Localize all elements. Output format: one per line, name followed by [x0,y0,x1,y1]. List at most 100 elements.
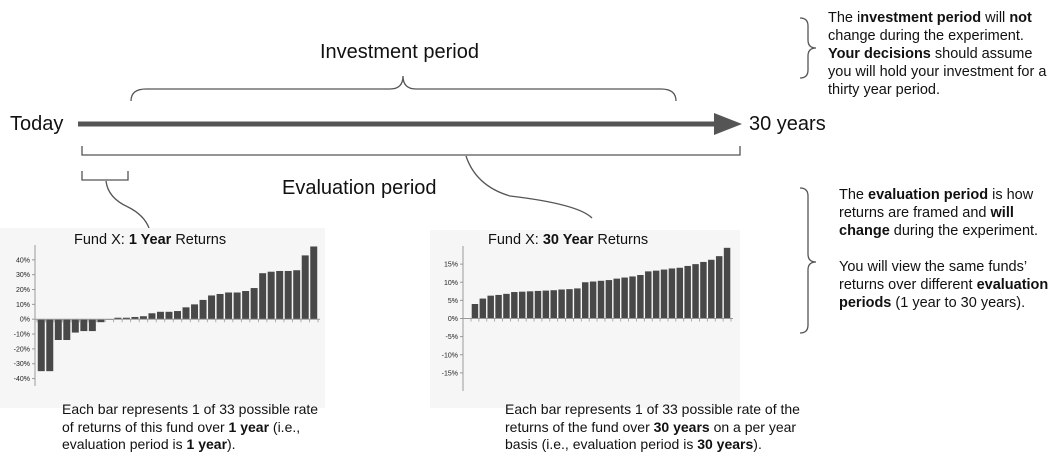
y-tick-label: -30% [14,361,30,368]
chart-bar [276,270,284,320]
chart-bar [242,291,250,320]
y-tick-label: 5% [448,298,458,305]
investment-period-note: The investment period will not change du… [828,9,1050,99]
chart-bar [668,268,676,319]
chart-bar [250,288,258,320]
chart-bar [518,291,526,319]
chart-bar [301,255,309,320]
chart-bar [182,307,190,320]
chart-bar [495,294,502,319]
evaluation-period-bracket [81,146,741,156]
chart-bar [156,311,164,320]
y-tick-label: -40% [14,376,30,383]
chart-bar [37,319,45,372]
today-label: Today [10,113,64,135]
y-tick-label: -20% [14,346,30,353]
chart-bar [191,304,199,320]
chart-bar [267,271,275,320]
chart-bar [700,261,707,319]
text-segment: will [981,10,1010,26]
thirty-years-label: 30 years [749,113,826,135]
text-segment: Fund X: [74,232,129,248]
chart-bar [63,319,71,340]
text-segment: Each bar represents 1 of 33 possible rat… [505,401,800,435]
chart-bar [479,298,487,319]
text-segment: Fund X: [488,232,543,248]
chart-bar [503,293,510,319]
chart-bar [216,293,224,320]
text-segment: change during the experiment. [828,28,1024,44]
chart-30-year-returns: 15% 10% 5% 0% -5% -10% -15% [442,246,733,391]
chart-bar [233,292,241,320]
chart-bar [629,276,636,319]
text-segment: is how returns are framed and [839,187,1034,221]
chart-bar [131,316,139,320]
chart-bar [310,246,318,320]
y-tick-label: -15% [442,370,458,377]
chart-bar [71,319,79,333]
y-tick-label: 0% [448,316,458,323]
chart-bar [148,313,156,320]
text-segment: Returns [171,232,227,248]
text-segment: The i [828,10,861,26]
bold-text-segment: 1 year [228,418,270,435]
bold-text-segment: evaluation periods [839,277,1049,311]
y-tick-label: 0% [20,317,30,324]
bold-text-segment: 1 year [186,436,228,452]
chart-bar [566,289,573,319]
chart-bar [660,269,668,319]
chart-bar [637,275,644,319]
connector-30-year [465,155,593,219]
chart-bar [621,277,628,319]
y-tick-label: -5% [446,334,458,341]
chart-bar [613,278,620,319]
y-tick-label: 40% [16,257,30,264]
note-brace-evaluation [799,187,817,334]
chart-bar [534,290,542,319]
chart-bar [715,256,723,319]
y-tick-label: 15% [444,262,458,269]
chart-bar [80,319,88,332]
bold-text-segment: 30 Year [542,232,594,248]
one-year-bracket [81,171,129,181]
chart-bar [550,290,557,319]
y-tick-label: 30% [16,272,30,279]
bold-text-segment: evaluation period [868,187,989,203]
text-segment: on a per year basis (i.e., evaluation pe… [505,418,797,453]
bold-text-segment: will change [839,205,1014,239]
chart-bar [174,311,181,320]
text-segment: (i.e., evaluation period is [62,418,301,453]
chart-bar [122,317,130,320]
investment-period-brace [130,75,677,102]
chart-bar [511,292,518,319]
chart-bar [259,273,267,320]
text-segment: ). [227,436,236,452]
y-tick-label: -10% [14,332,30,339]
bold-text-segment: Your decisions [828,46,931,62]
chart-bar [46,319,54,372]
chart-bar [582,282,589,319]
chart-bar [574,288,581,319]
investment-period-label: Investment period [320,41,479,63]
evaluation-period-note-2: You will view the same funds’ returns ov… [839,258,1061,312]
chart-30-year-caption: Each bar represents 1 of 33 possible rat… [505,401,825,454]
y-tick-label: 20% [16,287,30,294]
chart-bar [293,270,301,320]
text-segment: Each bar represents 1 of 33 possible rat… [62,401,319,435]
bold-text-segment: 30 years [697,436,754,452]
bold-text-segment: 30 years [653,418,710,435]
chart-bar [225,292,233,320]
text-segment: ). [753,436,762,452]
chart-bar [199,299,207,320]
timeline-arrowhead [714,113,742,135]
chart-bar [114,317,122,320]
chart-bar [208,295,216,320]
evaluation-period-note-1: The evaluation period is how returns are… [839,186,1059,240]
note-brace-investment [799,17,817,79]
chart-bar [605,280,613,319]
chart-bar [88,319,96,332]
chart-30-year-title: Fund X: 30 Year Returns [488,232,648,248]
chart-1-year-caption: Each bar represents 1 of 33 possible rat… [62,401,320,454]
chart-1-year-title: Fund X: 1 Year Returns [74,232,226,248]
chart-bar [645,271,652,319]
